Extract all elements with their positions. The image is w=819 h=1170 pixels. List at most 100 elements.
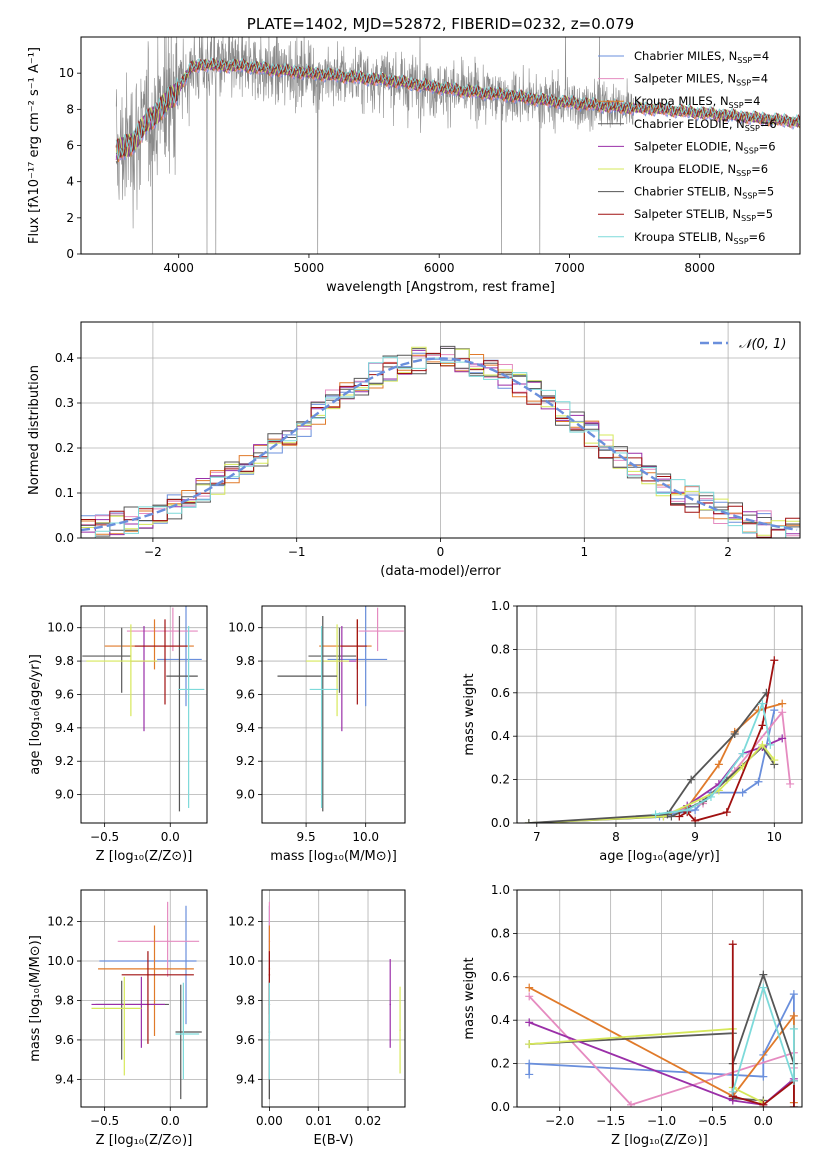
y-tick-label: 10.2 <box>47 915 74 929</box>
axes-frame <box>516 889 803 1108</box>
weight-marker <box>789 1103 798 1107</box>
weight-marker <box>778 734 787 743</box>
data-point <box>120 655 123 657</box>
y-tick-label: 1.0 <box>491 599 510 613</box>
data-point <box>166 940 169 943</box>
weight-marker <box>766 740 775 749</box>
weight-marker <box>759 1100 768 1107</box>
y-tick-label: 0.6 <box>491 970 510 984</box>
weight-marker <box>651 810 660 819</box>
x-tick-label: 0.0 <box>161 1114 180 1128</box>
spectrum-chart: 4000 5000 6000 7000 8000 0 2 4 6 8 10 wavelength [A… <box>27 15 801 295</box>
x-tick-label: 0.02 <box>355 1114 382 1128</box>
y-tick-label: 2 <box>66 211 74 225</box>
data-point <box>140 1003 143 1006</box>
plot-area <box>525 940 798 1107</box>
axes-frame <box>80 605 208 824</box>
mass-vs-Z-chart: −0.5 0.0 9.4 9.6 9.8 10.0 10.2 Z [log₁₀(Z/Z⊙)] m… <box>28 889 208 1148</box>
y-tick-label: 0.6 <box>491 686 510 700</box>
legend-label: Kroupa MILES, NSSP=4 <box>634 94 760 110</box>
x-tick-label: 5000 <box>294 261 325 275</box>
y-tick-label: 0.3 <box>55 396 74 410</box>
weight-marker <box>722 808 731 817</box>
weight-marker <box>691 805 700 814</box>
axes-frame <box>80 36 801 255</box>
weight-marker <box>683 805 692 814</box>
y-tick-label: 10.0 <box>228 621 255 635</box>
data-point <box>185 960 187 962</box>
y-tick-label: 0 <box>66 247 74 261</box>
x-tick-label: 7 <box>533 830 541 844</box>
weight-marker <box>675 812 684 821</box>
y-tick-label: 9.2 <box>55 754 74 768</box>
x-tick-label: 10.0 <box>352 830 379 844</box>
y-tick-label: 9.4 <box>236 721 255 735</box>
y-tick-label: 8 <box>66 102 74 116</box>
y-tick-label: 0.4 <box>491 729 510 743</box>
y-tick-label: 1.0 <box>491 883 510 897</box>
data-point <box>268 974 271 976</box>
chart-title: PLATE=1402, MJD=52872, FIBERID=0232, z=0… <box>247 15 634 33</box>
histogram-plot-area <box>81 345 800 538</box>
y-axis-label: Normed distribution <box>27 365 42 495</box>
x-axis-label: (data-model)/error <box>380 564 501 579</box>
weight-marker <box>789 1011 798 1020</box>
data-point <box>376 630 379 632</box>
weight-marker <box>789 1076 798 1085</box>
data-point <box>147 974 149 976</box>
weight-marker <box>758 721 767 730</box>
y-tick-label: 6 <box>66 139 74 153</box>
weight-line-kroupa-stelib <box>655 700 772 816</box>
y-axis-label: Flux [fλ10⁻¹⁷ erg cm⁻² s⁻¹ A⁻¹] <box>27 47 42 244</box>
y-tick-label: 0.2 <box>491 773 510 787</box>
y-tick-label: 9.4 <box>55 721 74 735</box>
legend-label: Chabrier ELODIE, NSSP=6 <box>634 117 777 133</box>
x-tick-label: −0.5 <box>90 1114 119 1128</box>
y-tick-label: 9.2 <box>236 754 255 768</box>
weight-marker <box>687 775 696 784</box>
y-tick-label: 0.0 <box>55 531 74 545</box>
y-tick-label: 9.6 <box>55 687 74 701</box>
data-point <box>153 968 156 970</box>
data-point <box>320 688 323 691</box>
weight-marker <box>525 983 534 992</box>
weight-marker <box>524 819 533 823</box>
axes-frame <box>261 889 406 1108</box>
x-tick-label: 10 <box>767 830 782 844</box>
data-point <box>179 1031 182 1033</box>
x-tick-label: 0 <box>437 545 445 559</box>
weight-marker <box>728 940 737 949</box>
mass-vs-ebv-chart: 0.00 0.01 0.02 9.4 9.6 9.8 10.0 10.2 E(B-V) <box>228 889 406 1148</box>
x-tick-label: −0.5 <box>90 830 119 844</box>
x-tick-label: −1.5 <box>596 1114 625 1128</box>
data-point <box>356 645 359 647</box>
y-tick-label: 0.2 <box>491 1057 510 1071</box>
x-axis-label: Z [log₁₀(Z/Z⊙)] <box>96 849 193 864</box>
weight-marker <box>789 1024 798 1033</box>
axes-frame <box>80 321 801 539</box>
weight-marker <box>525 1070 534 1079</box>
x-axis-label: Z [log₁₀(Z/Z⊙)] <box>611 1133 708 1148</box>
y-tick-label: 0.8 <box>491 926 510 940</box>
y-tick-label: 0.0 <box>491 1100 510 1114</box>
weight-line-chabrier-miles <box>659 710 776 818</box>
weight-marker <box>759 970 768 979</box>
y-tick-label: 9.6 <box>236 1033 255 1047</box>
x-tick-label: 8 <box>612 830 620 844</box>
weight-marker <box>627 1100 635 1107</box>
weight-marker <box>759 1072 768 1081</box>
weight-line-kroupa-elodie <box>528 743 776 823</box>
y-tick-label: 9.4 <box>236 1072 255 1086</box>
data-point <box>364 658 367 661</box>
y-tick-label: 4 <box>66 175 74 189</box>
data-point <box>338 655 341 657</box>
weight-marker <box>663 810 672 819</box>
x-tick-label: 2 <box>724 545 732 559</box>
weight-marker <box>728 1087 737 1096</box>
normal-curve <box>81 357 798 532</box>
x-tick-label: 0.01 <box>305 1114 332 1128</box>
x-axis-label: Z [log₁₀(Z/Z⊙)] <box>96 1133 193 1148</box>
histogram-kroupa-stelib <box>81 356 800 538</box>
weight-marker <box>789 990 798 999</box>
